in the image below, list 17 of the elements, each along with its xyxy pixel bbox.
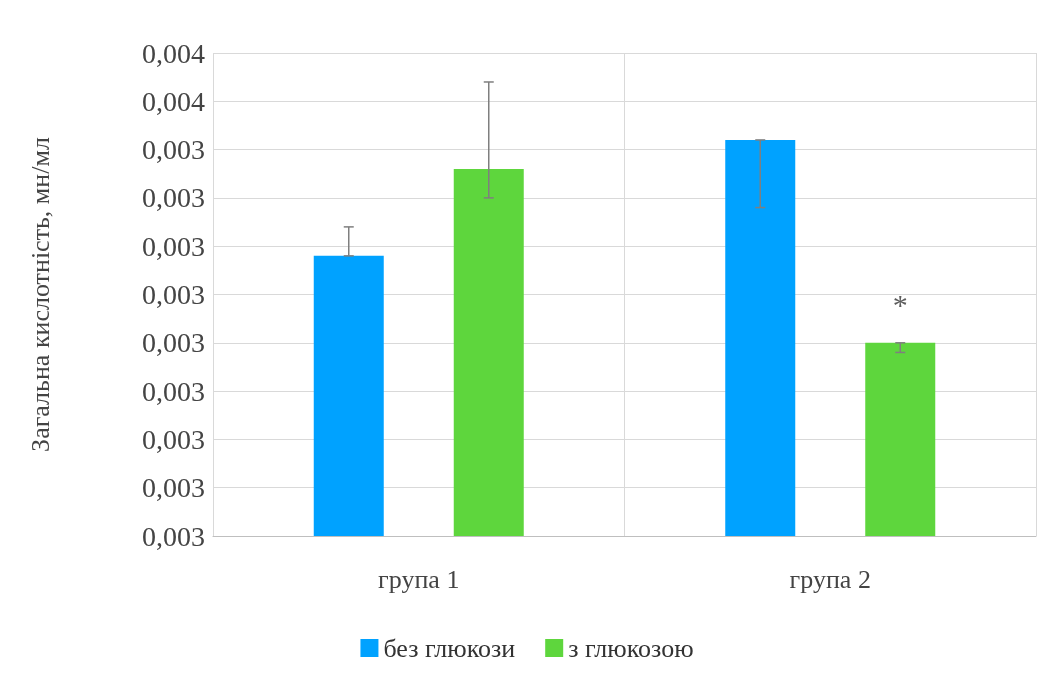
y-tick-label: 0,003 [142, 230, 205, 262]
x-tick-label: група 1 [378, 564, 460, 594]
y-axis-title: Загальна кислотність, мн/мл [25, 137, 55, 452]
y-tick-label: 0,003 [142, 423, 205, 455]
y-tick-label: 0,003 [142, 472, 205, 504]
legend-label: з глюкозою [568, 633, 694, 663]
y-tick-label: 0,003 [142, 375, 205, 407]
y-tick-label: 0,003 [142, 182, 205, 214]
annotation: * [892, 288, 908, 322]
y-tick-label: 0,003 [142, 327, 205, 359]
legend-label: без глюкози [383, 633, 516, 663]
y-tick-label: 0,003 [142, 134, 205, 166]
y-tick-label: 0,004 [142, 85, 205, 117]
y-tick-label: 0,003 [142, 279, 205, 310]
x-tick-label: група 2 [789, 564, 871, 594]
y-tick-label: 0,003 [142, 520, 205, 552]
y-tick-label: 0,004 [142, 37, 205, 69]
